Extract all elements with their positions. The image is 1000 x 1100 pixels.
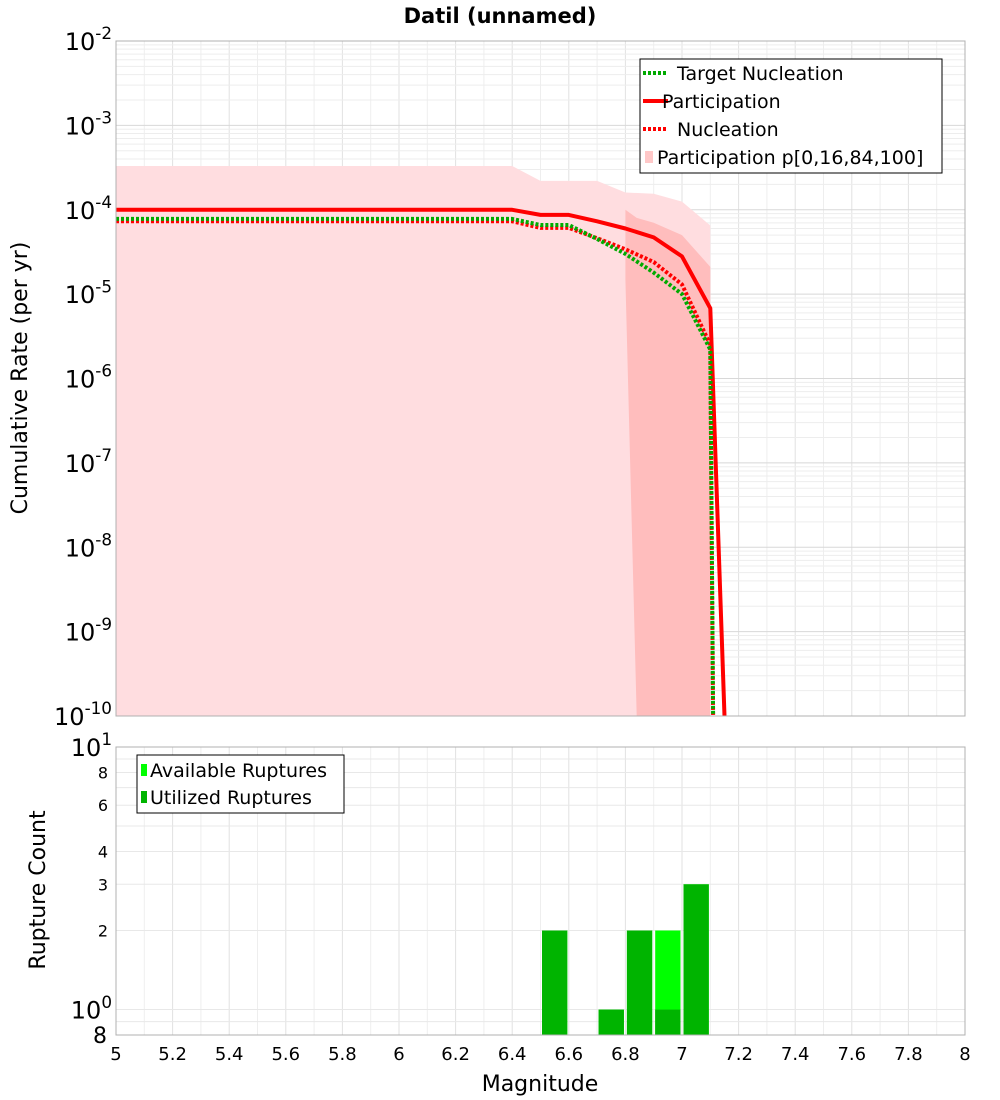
- y-tick-label-base: 10: [65, 450, 96, 478]
- y-tick-label: 10-4: [65, 192, 112, 225]
- y-tick-label: 10-8: [65, 529, 112, 562]
- legend-label: Participation p[0,16,84,100]: [657, 147, 923, 169]
- legend-swatch-band: [645, 151, 653, 163]
- y-tick-label: 10-3: [65, 108, 112, 141]
- x-tick-label: 6.2: [441, 1044, 470, 1065]
- top-legend: Target Nucleation Participation Nucleation…: [639, 58, 943, 174]
- y-tick-label-base: 10: [71, 997, 102, 1025]
- x-tick-label: 5: [110, 1044, 121, 1065]
- y-tick-label-base: 10: [65, 28, 96, 56]
- y-tick-label: 10-7: [65, 445, 112, 478]
- y-tick-label: 4: [98, 842, 108, 861]
- y-tick-label: 8: [93, 1024, 107, 1049]
- y-tick-label: 6: [98, 796, 108, 815]
- legend-swatch: [141, 764, 147, 776]
- y-tick-label-exponent: 1: [101, 729, 112, 749]
- x-tick-label: 5.2: [158, 1044, 187, 1065]
- bar-utilized-ruptures: [542, 930, 568, 1035]
- y-tick-label-base: 10: [65, 366, 96, 394]
- y-tick-label-exponent: -8: [95, 529, 112, 549]
- bar-utilized-ruptures: [598, 1009, 624, 1035]
- top-plot-frame: [115, 40, 966, 717]
- y-tick-label: 101: [71, 729, 112, 762]
- chart-title: Datil (unnamed): [404, 4, 597, 28]
- y-tick-label: 10-2: [65, 23, 112, 56]
- x-tick-label: 6.8: [611, 1044, 640, 1065]
- legend-label: Utilized Ruptures: [150, 787, 312, 809]
- y-tick-label-exponent: -9: [95, 614, 112, 634]
- y-tick-label-base: 10: [65, 534, 96, 562]
- y-tick-label-base: 10: [65, 112, 96, 140]
- y-tick-label: 10-10: [54, 698, 112, 731]
- y-tick-label: 10-9: [65, 614, 112, 647]
- y-tick-label-exponent: 0: [101, 992, 112, 1012]
- y-tick-label: 3: [98, 875, 108, 894]
- x-tick-label: 7.8: [894, 1044, 923, 1065]
- x-tick-label: 7.2: [724, 1044, 753, 1065]
- bar-utilized-ruptures: [683, 884, 709, 1035]
- y-tick-label-base: 10: [54, 703, 85, 731]
- y-tick-label: 10-6: [65, 361, 112, 394]
- bottom-legend: Available Ruptures Utilized Ruptures: [136, 754, 345, 814]
- y-tick-label-exponent: -5: [95, 276, 112, 296]
- series-line-nucleation: [116, 219, 716, 717]
- bottom-plot-frame: [115, 746, 966, 1036]
- y-tick-label-exponent: -3: [95, 108, 112, 128]
- x-tick-label: 6: [393, 1044, 404, 1065]
- y-tick-label-exponent: -7: [95, 445, 112, 465]
- legend-label: Nucleation: [677, 119, 779, 141]
- y-tick-label: 10-5: [65, 276, 112, 309]
- top-y-axis-label: Cumulative Rate (per yr): [8, 242, 33, 515]
- y-tick-label-base: 10: [65, 197, 96, 225]
- legend-box: [136, 754, 345, 814]
- x-tick-label: 7: [676, 1044, 687, 1065]
- bar-utilized-ruptures: [626, 930, 653, 1035]
- y-tick-label-base: 10: [65, 619, 96, 647]
- legend-label: Available Ruptures: [150, 760, 327, 782]
- bottom-y-axis-label: Rupture Count: [26, 810, 51, 970]
- percentile-band-p16-p84: [625, 209, 711, 717]
- bar-utilized-ruptures: [655, 1009, 681, 1035]
- y-tick-label: 100: [71, 992, 112, 1025]
- series-line-target-nucleation: [116, 216, 716, 717]
- x-axis-label: Magnitude: [482, 1072, 599, 1097]
- y-tick-label-base: 10: [65, 281, 96, 309]
- y-tick-label: 2: [98, 922, 108, 941]
- x-tick-label: 5.8: [328, 1044, 357, 1065]
- y-tick-label-exponent: -4: [95, 192, 112, 212]
- series-line-participation: [116, 207, 727, 717]
- x-tick-label: 5.6: [271, 1044, 300, 1065]
- x-tick-label: 5.4: [215, 1044, 244, 1065]
- y-tick-label-base: 10: [71, 734, 102, 762]
- legend-box: [639, 58, 943, 174]
- legend-label: Target Nucleation: [676, 63, 844, 85]
- x-tick-label: 6.6: [554, 1044, 583, 1065]
- x-tick-label: 7.6: [837, 1044, 866, 1065]
- x-tick-label: 8: [959, 1044, 970, 1065]
- y-tick-label-exponent: -2: [95, 23, 112, 43]
- y-tick-label: 8: [98, 763, 108, 782]
- top-plot-area: 10-210-310-410-510-610-710-810-910-10Tar…: [54, 23, 966, 731]
- percentile-band-p0-p100: [116, 166, 711, 716]
- legend-label: Participation: [662, 91, 781, 113]
- y-tick-label-exponent: -10: [85, 698, 112, 718]
- x-tick-label: 7.4: [781, 1044, 810, 1065]
- legend-swatch: [141, 791, 147, 803]
- y-tick-label-exponent: -6: [95, 361, 112, 381]
- x-tick-label: 6.4: [498, 1044, 527, 1065]
